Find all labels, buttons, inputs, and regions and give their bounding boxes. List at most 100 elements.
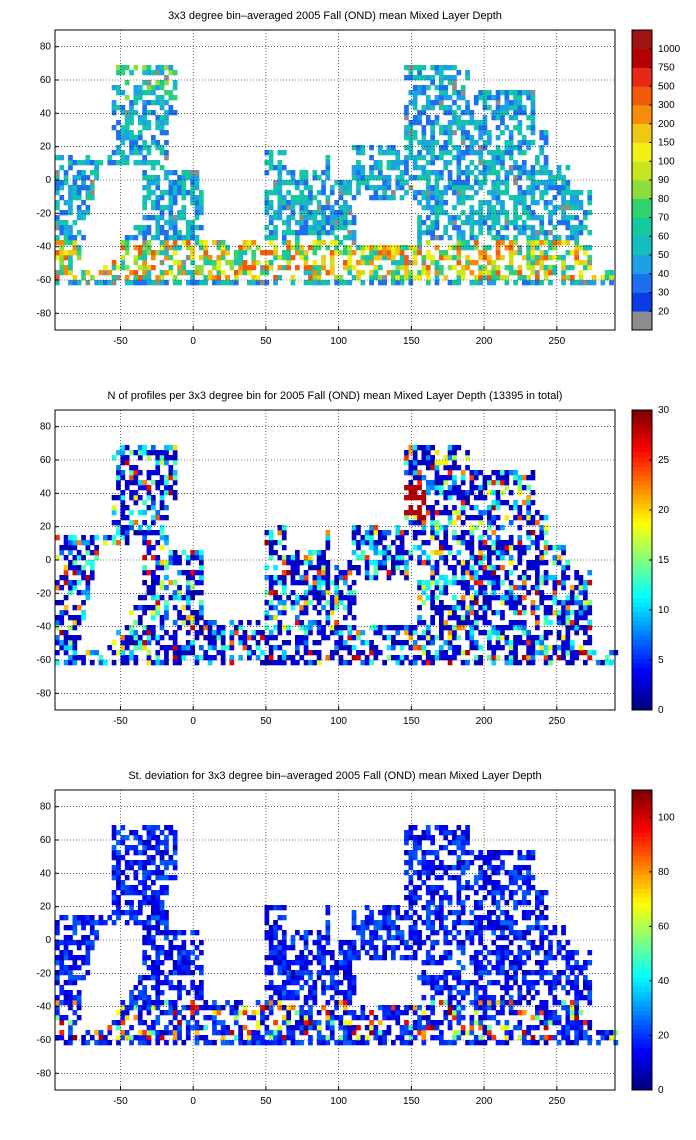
data-cell — [303, 180, 309, 186]
data-cell — [412, 260, 418, 266]
data-cell — [133, 985, 139, 991]
data-cell — [329, 230, 335, 236]
data-cell — [395, 560, 401, 566]
data-cell — [85, 960, 91, 966]
data-cell — [430, 230, 435, 236]
data-cell — [395, 625, 401, 631]
data-cell — [116, 630, 121, 636]
data-cell — [377, 165, 383, 171]
data-cell — [129, 990, 134, 996]
data-cell — [425, 195, 431, 201]
data-cell — [399, 530, 405, 536]
data-cell — [552, 585, 558, 591]
colorbar-swatch — [632, 236, 652, 256]
data-cell — [120, 260, 126, 266]
data-cell — [59, 545, 65, 551]
data-cell — [303, 940, 309, 946]
data-cell — [460, 565, 466, 571]
data-cell — [164, 845, 169, 851]
data-cell — [155, 1035, 161, 1041]
data-cell — [159, 130, 165, 136]
data-cell — [329, 1020, 335, 1026]
data-cell — [155, 660, 161, 666]
data-cell — [452, 635, 457, 641]
data-cell — [587, 245, 593, 251]
data-cell — [469, 235, 475, 241]
data-cell — [286, 1030, 291, 1036]
data-cell — [439, 655, 444, 661]
data-cell — [539, 530, 545, 536]
data-cell — [63, 540, 69, 546]
data-cell — [81, 235, 86, 241]
data-cell — [260, 1010, 265, 1016]
data-cell — [491, 225, 497, 231]
data-cell — [63, 565, 69, 571]
data-cell — [94, 550, 99, 556]
data-cell — [155, 920, 161, 926]
data-cell — [72, 645, 78, 651]
data-cell — [238, 250, 243, 256]
data-cell — [373, 165, 379, 171]
y-tick-label: 60 — [40, 75, 52, 86]
data-cell — [360, 245, 366, 251]
data-cell — [430, 635, 435, 641]
data-cell — [417, 115, 422, 121]
data-cell — [146, 900, 152, 906]
data-cell — [137, 835, 143, 841]
data-cell — [434, 465, 440, 471]
data-cell — [159, 460, 165, 466]
data-cell — [425, 250, 431, 256]
data-cell — [487, 600, 492, 606]
data-cell — [312, 575, 318, 581]
data-cell — [487, 475, 492, 481]
data-cell — [417, 470, 422, 476]
data-cell — [137, 980, 143, 986]
colorbar-swatch — [632, 536, 652, 542]
data-cell — [565, 225, 571, 231]
data-cell — [465, 580, 470, 586]
data-cell — [168, 580, 174, 586]
data-cell — [386, 245, 392, 251]
data-cell — [72, 580, 78, 586]
data-cell — [194, 995, 200, 1001]
data-cell — [425, 190, 431, 196]
data-cell — [299, 170, 305, 176]
data-cell — [290, 560, 296, 566]
data-cell — [552, 265, 558, 271]
data-cell — [552, 580, 558, 586]
data-cell — [321, 960, 326, 966]
data-cell — [295, 995, 300, 1001]
data-cell — [452, 465, 457, 471]
data-cell — [151, 910, 156, 916]
data-cell — [565, 205, 571, 211]
data-cell — [456, 95, 462, 101]
data-cell — [456, 490, 462, 496]
data-cell — [460, 180, 466, 186]
data-cell — [495, 645, 501, 651]
data-cell — [569, 230, 575, 236]
data-cell — [85, 560, 91, 566]
data-cell — [59, 165, 65, 171]
data-cell — [277, 1030, 283, 1036]
data-cell — [412, 130, 418, 136]
data-cell — [578, 600, 584, 606]
data-cell — [120, 645, 126, 651]
data-cell — [142, 595, 147, 601]
data-cell — [199, 610, 204, 616]
data-cell — [325, 230, 331, 236]
data-cell — [452, 580, 457, 586]
data-cell — [351, 645, 357, 651]
data-cell — [443, 165, 449, 171]
data-cell — [334, 620, 339, 626]
data-cell — [199, 630, 204, 636]
data-cell — [63, 1040, 69, 1046]
data-cell — [526, 90, 531, 96]
data-cell — [164, 480, 169, 486]
data-cell — [556, 205, 562, 211]
data-cell — [495, 210, 501, 216]
data-cell — [425, 185, 431, 191]
data-cell — [325, 620, 331, 626]
data-cell — [142, 255, 147, 261]
data-cell — [120, 495, 126, 501]
data-cell — [508, 520, 514, 526]
